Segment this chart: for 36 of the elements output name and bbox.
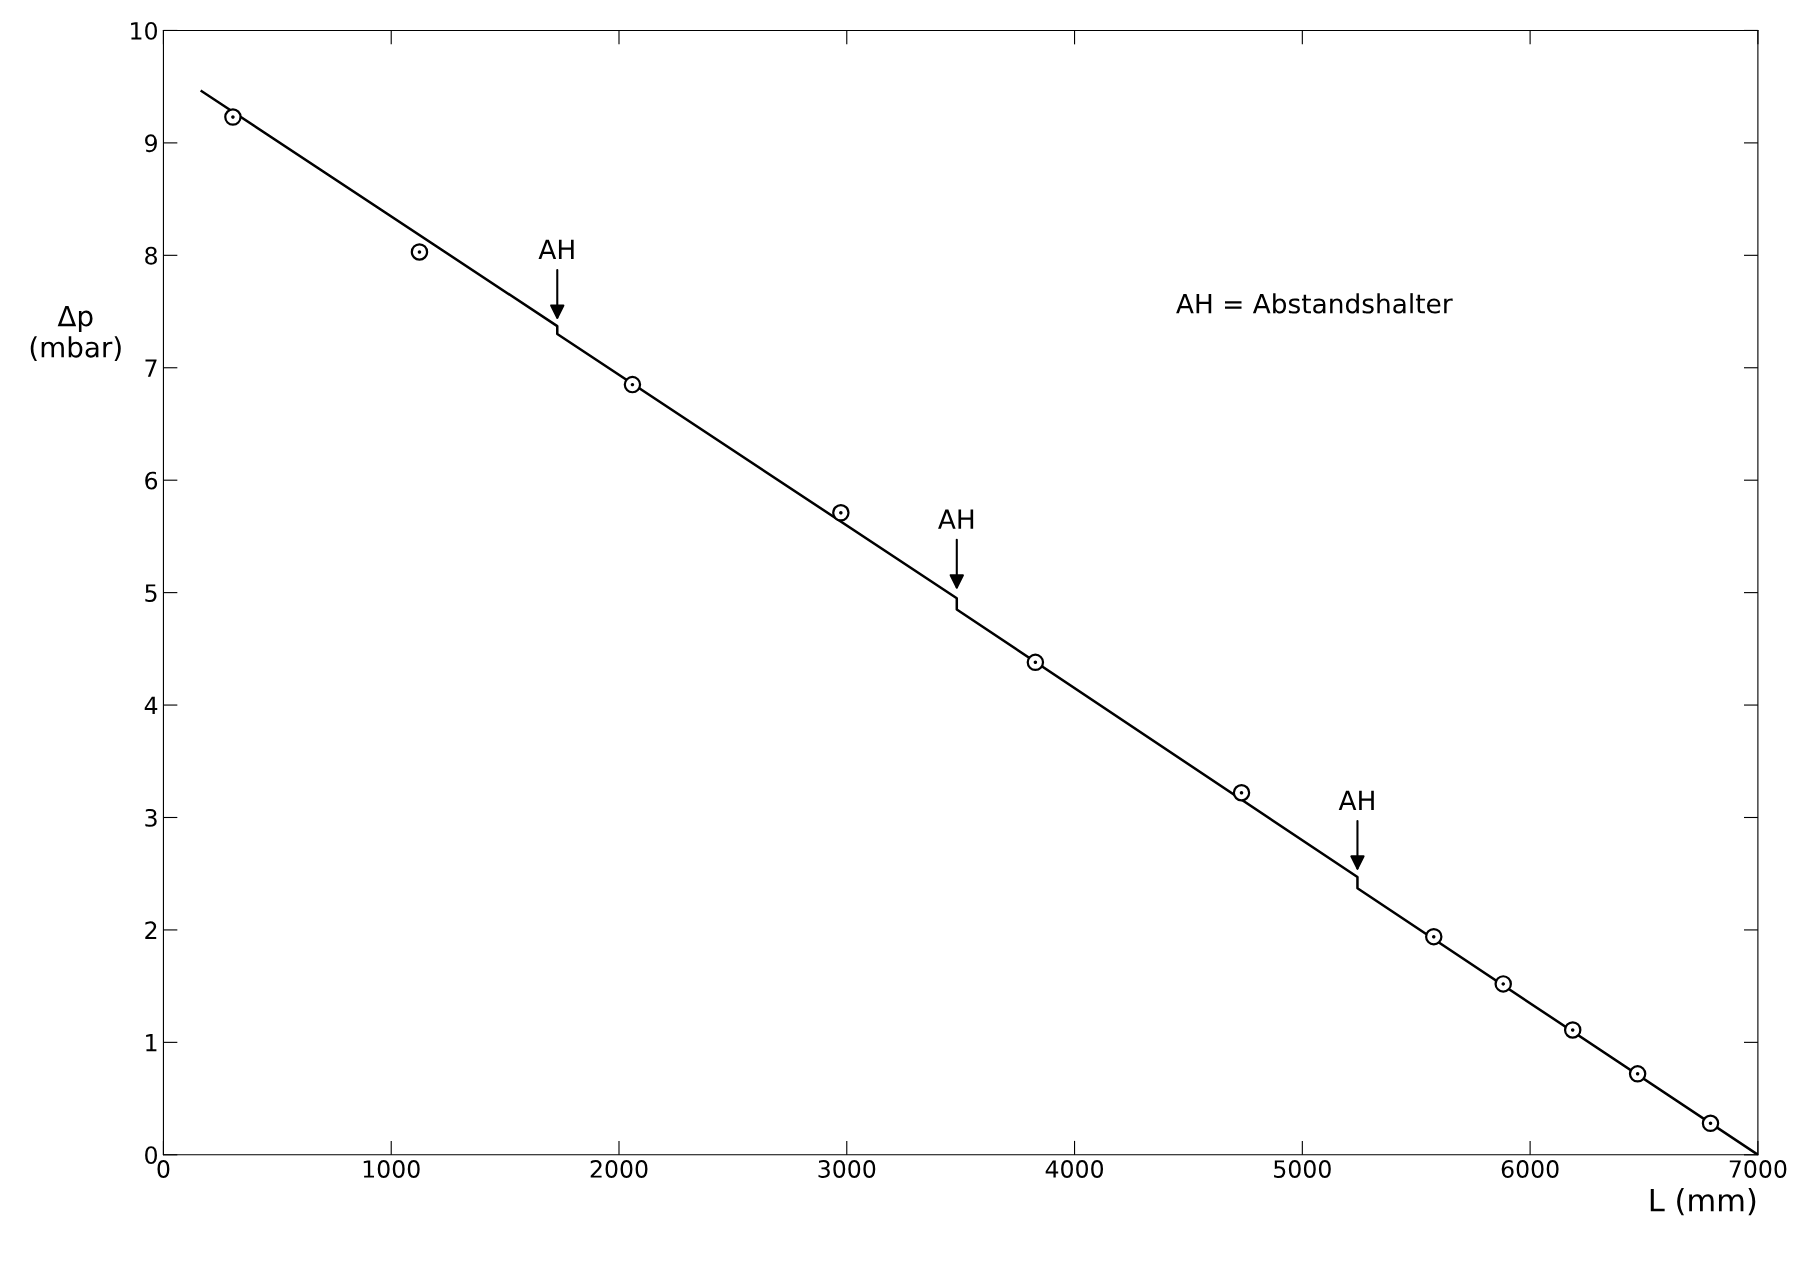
y-tick-label: 3	[145, 808, 157, 827]
y-tick-label: 4	[144, 696, 158, 715]
y-tick-label: 8	[145, 246, 157, 265]
y-tick-label: 9	[145, 134, 157, 153]
point	[1701, 1114, 1720, 1133]
point	[1494, 975, 1512, 993]
y-tick-label: 0	[145, 1146, 158, 1165]
point	[1425, 927, 1443, 946]
x-tick-label: 0	[157, 1160, 170, 1178]
point	[1232, 784, 1251, 802]
x-tick-label: 6000	[1501, 1160, 1559, 1178]
annotation: AH	[938, 509, 974, 529]
point	[410, 243, 429, 261]
y-tick-label: 6	[145, 471, 158, 490]
point	[623, 375, 642, 394]
point	[1026, 653, 1045, 672]
x-tick-label: 7000	[1729, 1160, 1787, 1178]
y-tick-label: 2	[145, 921, 157, 939]
y-tick-label: 5	[145, 584, 157, 602]
x-tick-label: 1000	[363, 1160, 420, 1178]
x-tick-label: 2000	[590, 1160, 648, 1178]
x-axis-title: L (mm)	[1650, 1188, 1756, 1216]
annotation: AH	[538, 239, 574, 259]
annotation: AH	[1338, 790, 1374, 810]
y-axis-title: Δp (mbar)	[30, 305, 121, 361]
x-tick-label: 4000	[1045, 1160, 1104, 1178]
annotation: AH = Abstandshalter	[1176, 293, 1453, 314]
point	[224, 108, 242, 126]
x-tick-label: 3000	[818, 1160, 876, 1178]
point	[1563, 1021, 1582, 1039]
y-tick-label: 10	[131, 21, 158, 40]
point	[1628, 1065, 1647, 1083]
point	[832, 504, 850, 522]
y-tick-label: 1	[146, 1034, 157, 1052]
x-tick-label: 5000	[1274, 1160, 1331, 1178]
y-tick-label: 7	[145, 359, 157, 377]
